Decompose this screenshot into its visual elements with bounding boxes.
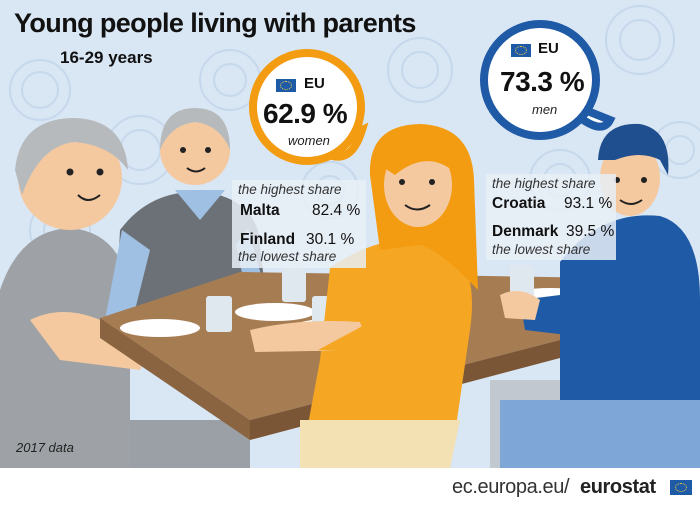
women-eu-value: 62.9 %	[263, 98, 348, 129]
footer-bar	[0, 468, 700, 506]
family-dinner-illustration	[0, 20, 700, 468]
cup	[510, 265, 534, 299]
women-region-label: EU	[304, 75, 325, 92]
men-lowest-country: Denmark	[492, 223, 559, 240]
young-woman-figure	[250, 124, 478, 468]
cup	[282, 268, 306, 302]
plate	[120, 319, 200, 337]
men-lowest-label: the lowest share	[492, 242, 591, 257]
women-highest-label: the highest share	[238, 182, 342, 197]
women-highest-value: 82.4 %	[312, 202, 361, 219]
source-url-prefix[interactable]: ec.europa.eu/	[452, 476, 570, 498]
men-highest-value: 93.1 %	[564, 195, 613, 212]
source-brand[interactable]: eurostat	[580, 476, 656, 498]
cup	[206, 296, 232, 332]
men-label: men	[532, 102, 558, 117]
plate	[235, 303, 315, 321]
men-highest-country: Croatia	[492, 195, 546, 212]
men-stats-panel	[486, 174, 616, 260]
women-lowest-label: the lowest share	[238, 249, 337, 264]
women-label: women	[288, 133, 330, 148]
men-region-label: EU	[538, 40, 559, 57]
women-stats-panel	[232, 180, 366, 268]
grandmother-figure	[0, 118, 150, 468]
men-lowest-value: 39.5 %	[566, 223, 615, 240]
women-highest-country: Malta	[240, 202, 280, 219]
page-subtitle: 16-29 years	[60, 48, 153, 67]
eu-flag-icon	[670, 480, 692, 495]
men-highest-label: the highest share	[492, 176, 596, 191]
eu-flag-icon	[276, 79, 296, 92]
women-lowest-country: Finland	[240, 231, 296, 248]
women-lowest-value: 30.1 %	[306, 231, 355, 248]
page-title: Young people living with parents	[14, 8, 416, 38]
men-eu-value: 73.3 %	[500, 66, 585, 97]
young-man-figure	[500, 123, 700, 468]
data-year-note: 2017 data	[16, 440, 74, 455]
eu-flag-icon	[511, 44, 531, 57]
